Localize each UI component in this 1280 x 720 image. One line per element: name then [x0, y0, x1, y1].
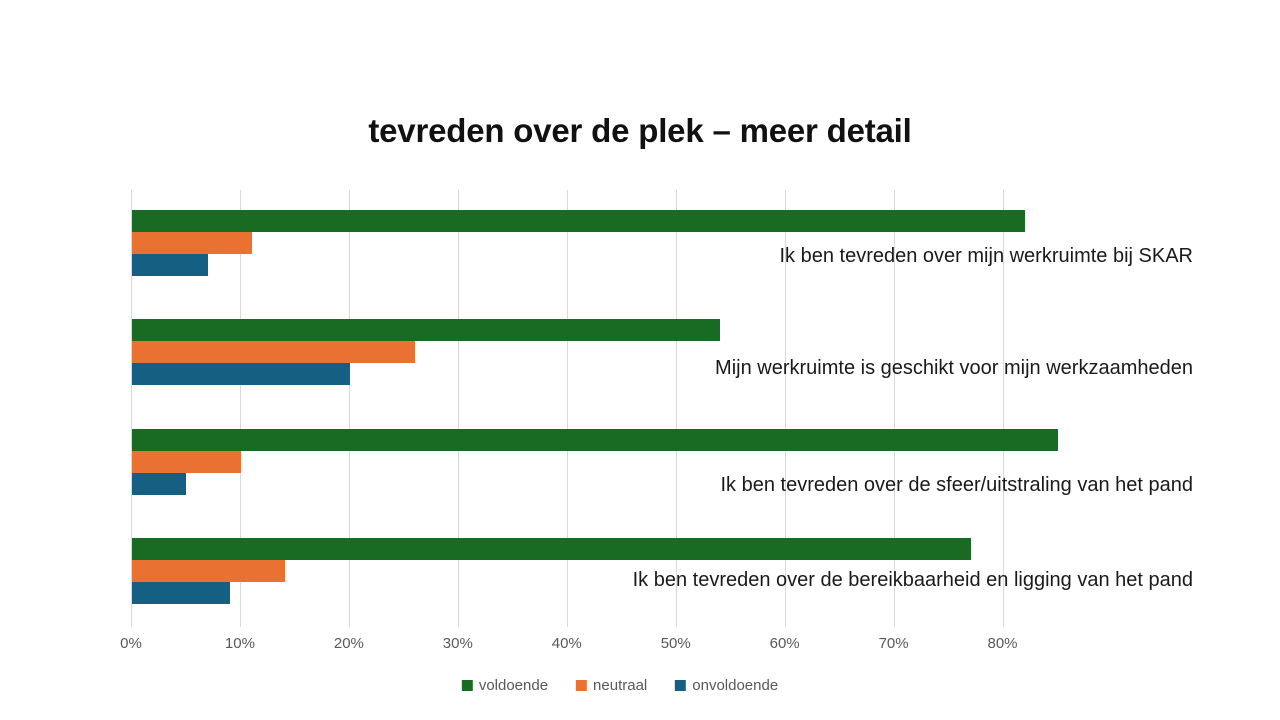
x-tick-label: 80%: [987, 635, 1018, 652]
gridline-0%: [131, 190, 132, 627]
legend-swatch-icon: [461, 680, 473, 691]
x-tick-label: 70%: [878, 635, 909, 652]
bar-neutraal: [132, 232, 252, 254]
gridline-60%: [784, 190, 786, 627]
gridline-10%: [239, 190, 241, 627]
legend-swatch-icon: [576, 680, 588, 691]
chart-title: tevreden over de plek – meer detail: [368, 112, 912, 149]
bar-voldoende: [132, 537, 971, 560]
bar-voldoende: [132, 428, 1058, 451]
legend-item-voldoende: voldoende: [461, 677, 549, 694]
category-label: Ik ben tevreden over de sfeer/uitstralin…: [720, 474, 1193, 496]
gridline-20%: [348, 190, 350, 627]
plot-area: [131, 190, 1058, 627]
gridline-40%: [566, 190, 568, 627]
legend-label: onvoldoende: [692, 677, 779, 694]
bar-onvoldoende: [132, 254, 209, 276]
bar-onvoldoende: [132, 581, 231, 604]
bar-neutraal: [132, 559, 285, 582]
legend-label: voldoende: [478, 677, 549, 694]
x-tick-label: 40%: [551, 635, 582, 652]
legend-label: neutraal: [593, 677, 648, 694]
x-tick-label: 10%: [224, 635, 255, 652]
gridline-70%: [893, 190, 895, 627]
x-tick-label: 0%: [120, 635, 142, 652]
category-label: Ik ben tevreden over de bereikbaarheid e…: [632, 569, 1193, 591]
gridline-30%: [457, 190, 459, 627]
legend-item-neutraal: neutraal: [576, 677, 647, 694]
x-tick-label: 20%: [333, 635, 364, 652]
x-tick-label: 30%: [442, 635, 473, 652]
legend-item-onvoldoende: onvoldoende: [675, 677, 778, 694]
x-tick-label: 50%: [660, 635, 691, 652]
gridline-50%: [675, 190, 677, 627]
bar-neutraal: [132, 341, 416, 364]
category-label: Ik ben tevreden over mijn werkruimte bij…: [779, 245, 1194, 267]
bar-voldoende: [132, 210, 1026, 232]
bar-onvoldoende: [132, 472, 187, 495]
legend: voldoende neutraal onvoldoende: [448, 677, 792, 694]
x-tick-label: 60%: [769, 635, 800, 652]
bar-onvoldoende: [132, 363, 350, 386]
bar-voldoende: [132, 319, 721, 342]
gridline-80%: [1002, 190, 1004, 627]
legend-swatch-icon: [675, 680, 687, 691]
category-label: Mijn werkruimte is geschikt voor mijn we…: [715, 357, 1193, 379]
bar-neutraal: [132, 450, 241, 473]
